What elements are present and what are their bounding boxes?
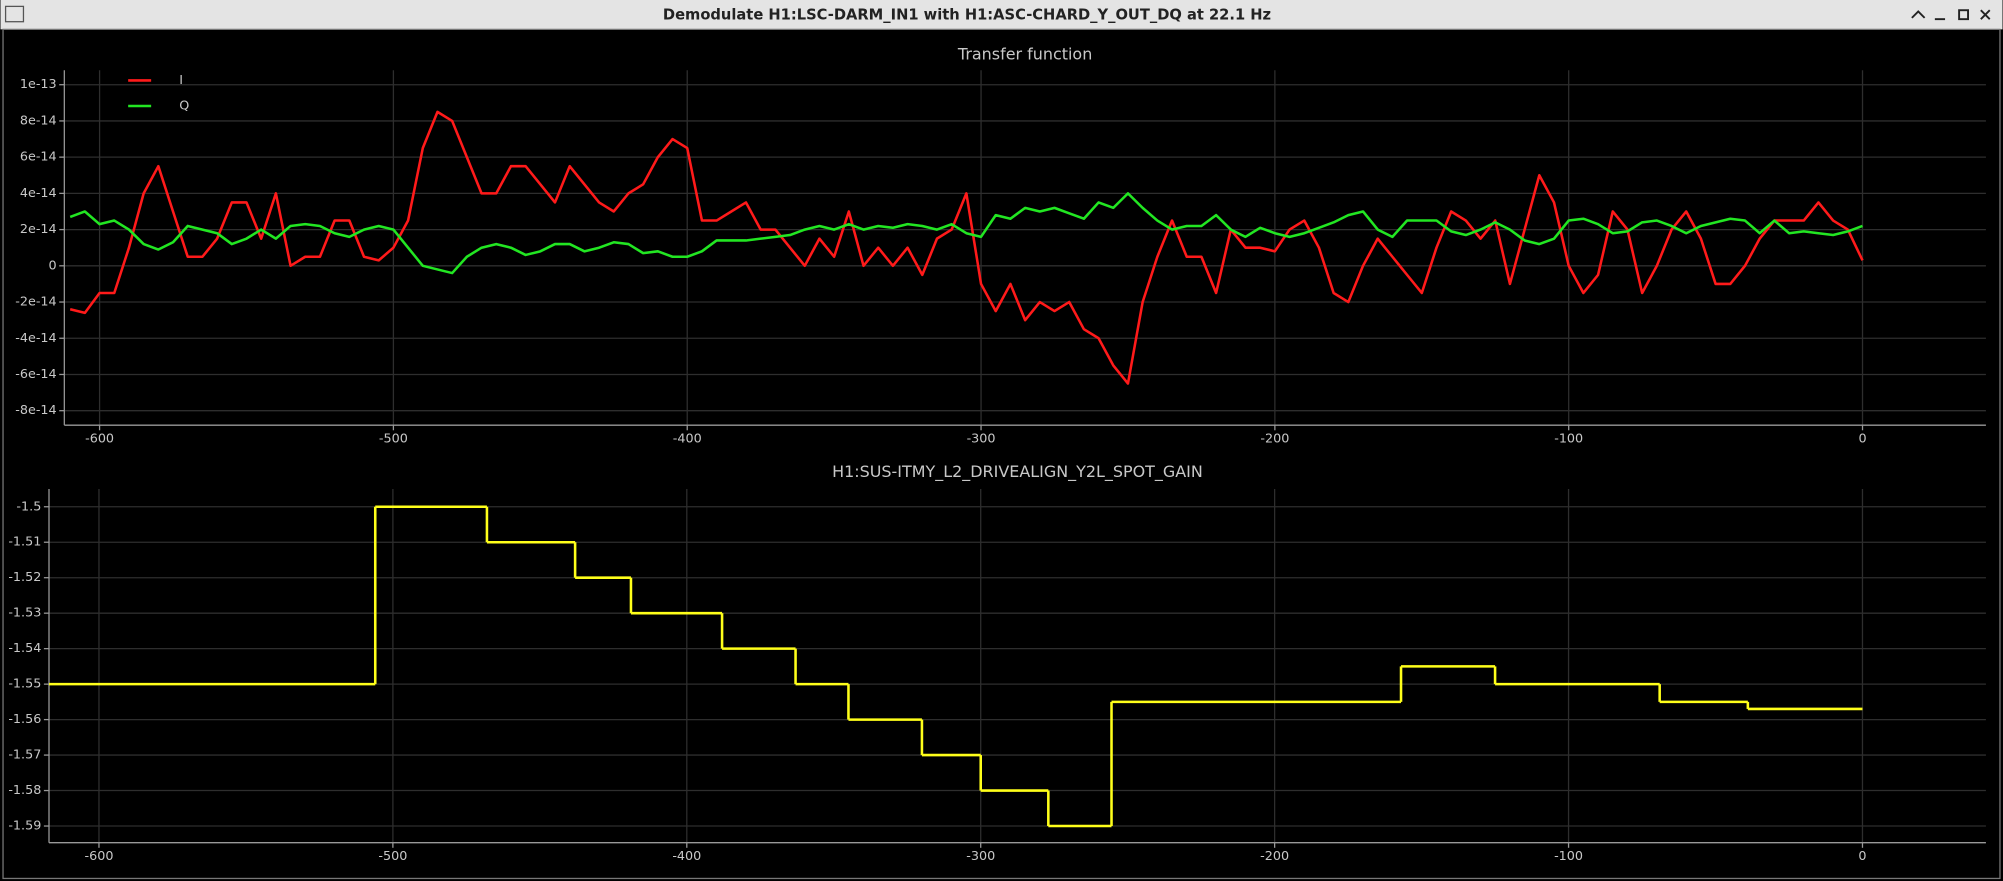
x-tick-label: 0 (1858, 849, 1866, 864)
window-icon (4, 5, 25, 23)
x-tick-label: -400 (673, 432, 702, 447)
x-tick-label: -100 (1554, 432, 1583, 447)
y-tick-label: -1.58 (8, 783, 41, 798)
y-tick-label: -1.59 (8, 819, 41, 834)
y-tick-label: -6e-14 (15, 367, 56, 382)
x-tick-label: -600 (85, 432, 114, 447)
series-line (69, 110, 1864, 385)
y-tick-label: -1.52 (8, 570, 41, 585)
window-title: Demodulate H1:LSC-DARM_IN1 with H1:ASC-C… (663, 6, 1271, 23)
y-tick-label: -1.57 (8, 748, 41, 763)
y-tick-label: -1.55 (8, 677, 41, 692)
x-tick-label: -300 (967, 432, 996, 447)
x-tick-label: 0 (1858, 432, 1866, 447)
y-tick-label: 0 (49, 258, 57, 273)
y-tick-label: -2e-14 (15, 295, 56, 310)
x-tick-label: -300 (966, 849, 995, 864)
series-line (69, 192, 1863, 275)
x-tick-label: -500 (378, 849, 407, 864)
y-tick-label: 2e-14 (20, 222, 57, 237)
window-frame (2, 28, 2001, 880)
x-tick-label: -100 (1554, 849, 1583, 864)
y-tick-label: 4e-14 (20, 186, 57, 201)
title-bar (0, 0, 2003, 30)
x-tick-label: -600 (84, 849, 113, 864)
y-tick-label: -1.54 (8, 641, 41, 656)
x-tick-label: -200 (1260, 432, 1289, 447)
y-tick-label: -8e-14 (15, 403, 56, 418)
y-tick-label: -1.56 (8, 712, 41, 727)
shade-button[interactable] (1911, 10, 1926, 19)
close-button[interactable] (1980, 9, 1991, 20)
y-tick-label: 8e-14 (20, 113, 57, 128)
legend-label: I (179, 73, 183, 88)
legend-label: Q (179, 98, 189, 113)
x-tick-label: -400 (672, 849, 701, 864)
y-tick-label: -1.51 (8, 535, 41, 550)
chart-title: H1:SUS-ITMY_L2_DRIVEALIGN_Y2L_SPOT_GAIN (832, 462, 1203, 482)
maximize-button[interactable] (1958, 9, 1970, 21)
x-tick-label: -500 (379, 432, 408, 447)
y-tick-label: 1e-13 (20, 77, 57, 92)
chart-title: Transfer function (957, 44, 1092, 63)
x-tick-label: -200 (1260, 849, 1289, 864)
y-tick-label: -1.53 (8, 606, 41, 621)
y-tick-label: 6e-14 (20, 150, 57, 165)
y-tick-label: -1.5 (16, 499, 41, 514)
y-tick-label: -4e-14 (15, 331, 56, 346)
